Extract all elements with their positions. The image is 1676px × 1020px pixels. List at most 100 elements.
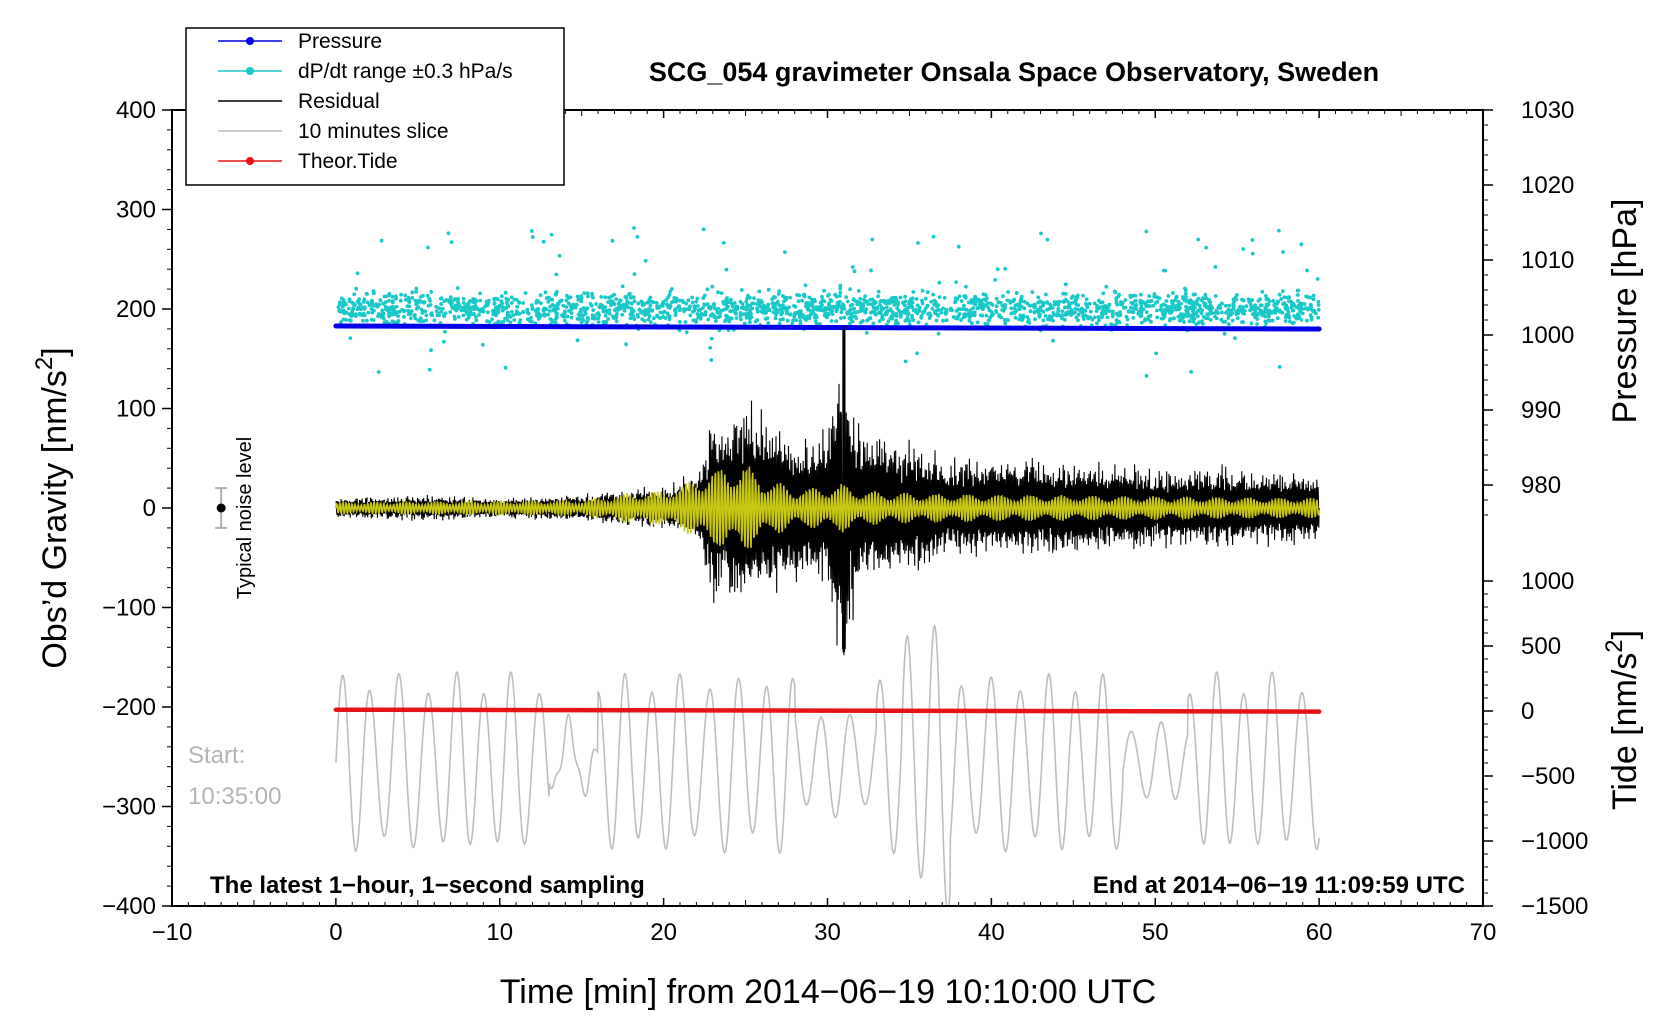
dpdt-point xyxy=(427,367,432,372)
dpdt-point xyxy=(1147,294,1151,298)
dpdt-point xyxy=(575,338,580,343)
dpdt-point xyxy=(1299,242,1304,247)
legend: Pressure dP/dt range ±0.3 hPa/s Residual 10… xyxy=(185,27,565,186)
dpdt-point xyxy=(546,300,551,304)
dpdt-point xyxy=(494,305,498,310)
dpdt-point xyxy=(356,306,361,310)
dpdt-point xyxy=(346,306,351,311)
dpdt-point xyxy=(828,305,833,309)
dpdt-point xyxy=(493,308,498,313)
dpdt-point xyxy=(684,330,689,335)
dpdt-point xyxy=(801,315,805,320)
dpdt-point xyxy=(558,299,562,304)
dpdt-point xyxy=(1263,314,1268,319)
dpdt-point xyxy=(886,319,891,324)
dpdt-point xyxy=(925,290,930,295)
dpdt-point xyxy=(975,320,980,325)
dpdt-point xyxy=(506,298,511,302)
dpdt-point xyxy=(691,318,696,323)
dpdt-point xyxy=(1144,373,1149,378)
pressure-tick-label: 1030 xyxy=(1521,97,1574,124)
dpdt-point xyxy=(828,298,833,302)
dpdt-point xyxy=(414,286,419,291)
dpdt-point xyxy=(1256,311,1261,316)
dpdt-point xyxy=(858,300,862,305)
dpdt-point xyxy=(390,319,395,324)
dpdt-point xyxy=(985,301,990,306)
dpdt-point xyxy=(1208,304,1212,309)
dpdt-point xyxy=(1104,284,1109,289)
dpdt-point xyxy=(405,304,410,308)
dpdt-point xyxy=(1061,291,1065,296)
dpdt-point xyxy=(883,312,888,317)
dpdt-point xyxy=(687,307,691,312)
dpdt-point xyxy=(766,287,771,292)
dpdt-point xyxy=(658,310,663,315)
dpdt-point xyxy=(530,235,535,239)
dpdt-point xyxy=(562,318,567,323)
dpdt-point xyxy=(1118,310,1122,314)
legend-label: Pressure xyxy=(298,30,382,53)
dpdt-point xyxy=(636,301,641,306)
dpdt-point xyxy=(439,309,444,314)
dpdt-point xyxy=(863,294,867,299)
dpdt-point xyxy=(525,310,530,315)
dpdt-point xyxy=(463,304,468,309)
dpdt-point xyxy=(380,308,385,313)
dpdt-point xyxy=(777,289,781,293)
tide-axis-title-sup: 2 xyxy=(1601,639,1628,652)
dpdt-point xyxy=(796,299,801,304)
dpdt-point xyxy=(372,291,376,296)
dpdt-point xyxy=(456,300,461,305)
dpdt-point xyxy=(1203,292,1208,297)
dpdt-point xyxy=(1047,314,1052,319)
dpdt-point xyxy=(724,267,729,272)
dpdt-point xyxy=(855,310,860,314)
dpdt-point xyxy=(779,312,784,317)
dpdt-point xyxy=(1296,293,1300,297)
dpdt-point xyxy=(727,300,732,305)
dpdt-point xyxy=(1260,313,1265,318)
y-tick-label: 200 xyxy=(116,296,156,323)
dpdt-point xyxy=(1094,309,1099,313)
dpdt-point xyxy=(1133,298,1138,303)
dpdt-point xyxy=(581,307,585,311)
dpdt-point xyxy=(1277,365,1282,369)
dpdt-point xyxy=(543,290,548,295)
dpdt-point xyxy=(697,308,702,312)
dpdt-point xyxy=(1170,299,1174,304)
dpdt-point xyxy=(937,295,942,299)
dpdt-point xyxy=(1311,293,1316,298)
dpdt-point xyxy=(702,302,707,307)
dpdt-point xyxy=(1151,303,1155,308)
dpdt-point xyxy=(956,244,961,249)
dpdt-point xyxy=(1219,317,1223,322)
dpdt-point xyxy=(999,300,1003,305)
dpdt-point xyxy=(1289,305,1294,310)
y-tick-label: −300 xyxy=(102,794,156,821)
dpdt-point xyxy=(553,317,558,321)
dpdt-point xyxy=(1163,311,1167,316)
dpdt-point xyxy=(496,307,501,312)
dpdt-point xyxy=(1250,238,1255,242)
dpdt-point xyxy=(1101,291,1106,296)
dpdt-point xyxy=(964,308,969,312)
dpdt-point xyxy=(1311,297,1316,302)
dpdt-point xyxy=(1028,303,1032,308)
dpdt-point xyxy=(1296,288,1301,293)
dpdt-point xyxy=(434,304,439,309)
dpdt-point xyxy=(394,320,399,325)
dpdt-point xyxy=(846,309,851,314)
dpdt-point xyxy=(970,321,974,326)
dpdt-point xyxy=(525,317,530,322)
dpdt-point xyxy=(804,318,808,322)
dpdt-point xyxy=(1133,305,1137,310)
dpdt-point xyxy=(1036,295,1041,300)
dpdt-point xyxy=(454,305,458,310)
dpdt-point xyxy=(1166,294,1171,298)
dpdt-point xyxy=(652,316,656,321)
dpdt-point xyxy=(708,306,713,311)
dpdt-point xyxy=(936,312,940,317)
dpdt-point xyxy=(1264,304,1269,309)
